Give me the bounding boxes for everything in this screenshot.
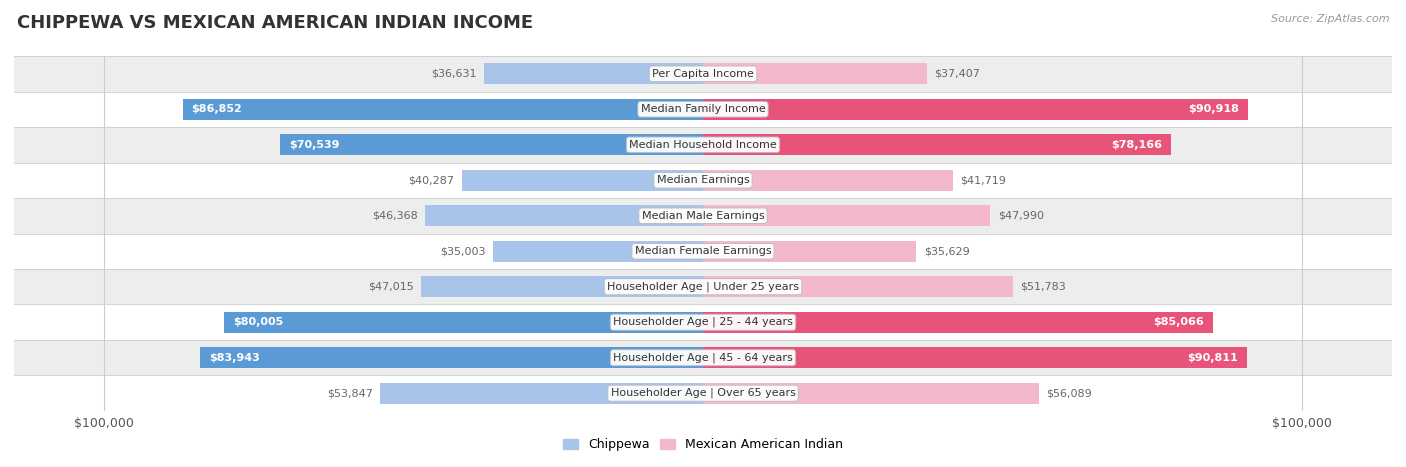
Bar bbox=[494, 241, 703, 262]
Legend: Chippewa, Mexican American Indian: Chippewa, Mexican American Indian bbox=[558, 433, 848, 456]
Text: $78,166: $78,166 bbox=[1111, 140, 1163, 150]
Bar bbox=[14, 56, 1392, 92]
Text: $47,990: $47,990 bbox=[998, 211, 1043, 221]
Text: Median Male Earnings: Median Male Earnings bbox=[641, 211, 765, 221]
Text: $51,783: $51,783 bbox=[1021, 282, 1066, 292]
Text: $37,407: $37,407 bbox=[934, 69, 980, 79]
Bar bbox=[703, 311, 1212, 333]
Bar bbox=[381, 382, 703, 404]
Bar bbox=[484, 63, 703, 85]
Text: Median Household Income: Median Household Income bbox=[628, 140, 778, 150]
Bar bbox=[703, 241, 917, 262]
Text: Median Earnings: Median Earnings bbox=[657, 175, 749, 185]
Bar bbox=[14, 304, 1392, 340]
Bar bbox=[14, 234, 1392, 269]
Bar bbox=[703, 205, 990, 226]
Bar bbox=[703, 99, 1247, 120]
Bar bbox=[703, 382, 1039, 404]
Bar bbox=[14, 198, 1392, 234]
Text: Householder Age | Over 65 years: Householder Age | Over 65 years bbox=[610, 388, 796, 398]
Text: Median Family Income: Median Family Income bbox=[641, 104, 765, 114]
Text: Per Capita Income: Per Capita Income bbox=[652, 69, 754, 79]
Bar bbox=[14, 269, 1392, 304]
Text: Median Female Earnings: Median Female Earnings bbox=[634, 246, 772, 256]
Text: $85,066: $85,066 bbox=[1153, 317, 1204, 327]
Bar bbox=[703, 63, 927, 85]
Text: $80,005: $80,005 bbox=[233, 317, 283, 327]
Text: $46,368: $46,368 bbox=[373, 211, 418, 221]
Text: $83,943: $83,943 bbox=[209, 353, 260, 363]
Bar bbox=[280, 134, 703, 156]
Bar bbox=[14, 340, 1392, 375]
Bar bbox=[422, 276, 703, 297]
Bar bbox=[703, 347, 1247, 368]
Bar bbox=[425, 205, 703, 226]
Bar bbox=[14, 375, 1392, 411]
Text: $35,003: $35,003 bbox=[440, 246, 486, 256]
Bar bbox=[461, 170, 703, 191]
Bar bbox=[183, 99, 703, 120]
Bar bbox=[14, 163, 1392, 198]
Bar bbox=[14, 127, 1392, 163]
Bar bbox=[703, 276, 1014, 297]
Text: $41,719: $41,719 bbox=[960, 175, 1007, 185]
Text: $56,089: $56,089 bbox=[1046, 388, 1092, 398]
Text: Householder Age | 45 - 64 years: Householder Age | 45 - 64 years bbox=[613, 353, 793, 363]
Text: $53,847: $53,847 bbox=[328, 388, 373, 398]
Bar bbox=[200, 347, 703, 368]
Bar bbox=[14, 92, 1392, 127]
Text: Householder Age | 25 - 44 years: Householder Age | 25 - 44 years bbox=[613, 317, 793, 327]
Text: $70,539: $70,539 bbox=[290, 140, 340, 150]
Text: $90,811: $90,811 bbox=[1187, 353, 1239, 363]
Text: Source: ZipAtlas.com: Source: ZipAtlas.com bbox=[1271, 14, 1389, 24]
Text: $90,918: $90,918 bbox=[1188, 104, 1239, 114]
Text: $40,287: $40,287 bbox=[409, 175, 454, 185]
Bar bbox=[703, 170, 953, 191]
Text: $35,629: $35,629 bbox=[924, 246, 969, 256]
Bar bbox=[703, 134, 1171, 156]
Text: $86,852: $86,852 bbox=[191, 104, 242, 114]
Text: $47,015: $47,015 bbox=[368, 282, 415, 292]
Text: CHIPPEWA VS MEXICAN AMERICAN INDIAN INCOME: CHIPPEWA VS MEXICAN AMERICAN INDIAN INCO… bbox=[17, 14, 533, 32]
Text: Householder Age | Under 25 years: Householder Age | Under 25 years bbox=[607, 282, 799, 292]
Bar bbox=[224, 311, 703, 333]
Text: $36,631: $36,631 bbox=[430, 69, 477, 79]
